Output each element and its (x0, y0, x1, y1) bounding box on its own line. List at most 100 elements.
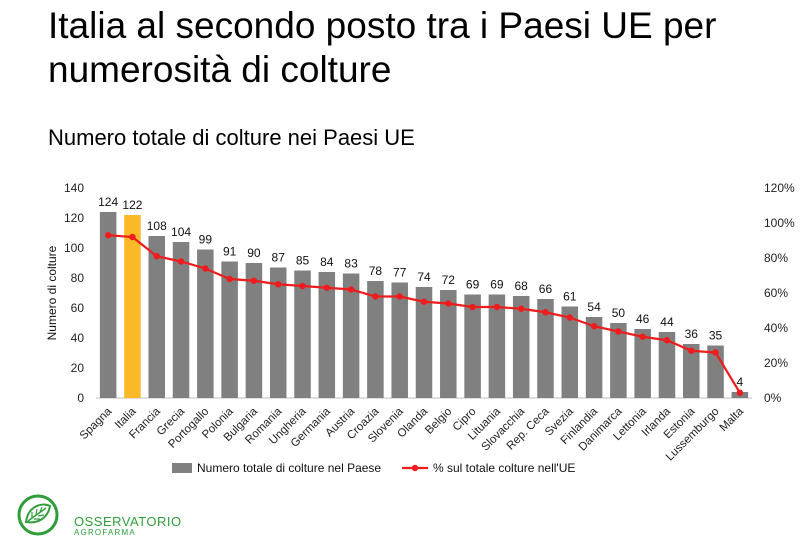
percentage-point (226, 275, 233, 283)
bar-value-label: 104 (171, 225, 191, 239)
bar-svezia (561, 306, 579, 398)
bar-value-label: 4 (737, 375, 744, 389)
x-tick-label: Belgio (423, 406, 454, 437)
percentage-point (688, 347, 695, 354)
bar-rep-ceca (537, 299, 554, 398)
legend-bar-swatch (172, 463, 192, 473)
percentage-point (396, 293, 403, 300)
percentage-point (566, 314, 573, 321)
percentage-point (275, 281, 282, 288)
percentage-point (615, 328, 622, 335)
slide-title: Italia al secondo posto tra i Paesi UE p… (48, 5, 717, 90)
y-tick-label: 120 (64, 211, 84, 225)
bar-value-label: 122 (122, 198, 142, 212)
y2-tick-label: 80% (764, 251, 788, 265)
osservatorio-logo: OSSERVATORIO AGROFARMA (16, 494, 216, 538)
y-tick-label: 40 (71, 331, 85, 345)
bar-lettonia (634, 329, 651, 398)
percentage-point (445, 300, 452, 307)
y2-tick-label: 0% (764, 391, 782, 405)
y2-tick-label: 120% (764, 181, 795, 195)
bar-danimarca (610, 323, 627, 398)
bar-belgio (440, 290, 457, 398)
bar-value-label: 54 (587, 300, 601, 314)
bar-value-label: 69 (466, 278, 480, 292)
logo-name: OSSERVATORIO (74, 514, 182, 529)
bar-francia (148, 236, 166, 398)
bar-olanda (415, 287, 433, 398)
percentage-point (250, 277, 258, 284)
bar-value-label: 68 (515, 279, 529, 293)
percentage-point (347, 286, 355, 293)
bar-value-label: 124 (98, 195, 118, 209)
percentage-point (712, 349, 719, 356)
bar-spagna (99, 212, 117, 398)
percentage-point (469, 303, 476, 311)
bar-slovacchia (512, 296, 530, 398)
legend-line-label: % sul totale colture nell'UE (433, 461, 575, 475)
y-tick-label: 140 (64, 181, 84, 195)
y-tick-label: 60 (71, 301, 85, 315)
bar-value-label: 61 (563, 290, 577, 304)
bar-value-label: 77 (393, 266, 407, 280)
percentage-point (299, 282, 306, 290)
bar-value-label: 69 (490, 278, 504, 292)
percentage-point (129, 233, 136, 241)
legend-line-marker (411, 464, 419, 472)
bar-value-label: 72 (442, 273, 456, 287)
bar-estonia (682, 344, 700, 398)
percentage-point (202, 265, 209, 272)
y2-tick-label: 60% (764, 286, 788, 300)
bar-romania (269, 267, 287, 398)
percentage-point (177, 258, 185, 265)
bar-value-label: 44 (660, 315, 674, 329)
bar-value-label: 99 (199, 233, 213, 247)
percentage-point (372, 293, 379, 300)
bar-value-label: 90 (247, 246, 261, 260)
y2-tick-label: 40% (764, 321, 788, 335)
percentage-point (736, 389, 744, 396)
combo-chart: 0 20 40 60 80 100 120 140 0% 20% 40% 60% 80% 100% 120%… (45, 181, 795, 475)
bar-value-label: 85 (296, 254, 310, 268)
bar-slovenia (391, 282, 408, 398)
bar-bulgaria (245, 263, 263, 398)
bar-irlanda (658, 332, 676, 398)
percentage-point (493, 303, 501, 311)
bar-value-label: 84 (320, 255, 334, 269)
bar-value-label: 50 (612, 306, 626, 320)
legend-bar-label: Numero totale di colture nel Paese (197, 461, 381, 475)
percentage-point (639, 333, 646, 340)
percentage-point (104, 232, 112, 239)
bar-value-label: 91 (223, 245, 237, 259)
percentage-point (542, 309, 549, 316)
bar-lituania (488, 294, 506, 398)
x-tick-label: Spagna (78, 405, 115, 442)
bar-germania (318, 272, 336, 398)
bar-croazia (367, 281, 384, 398)
bar-cipro (464, 294, 481, 398)
bar-value-label: 35 (709, 329, 723, 343)
percentage-point (323, 284, 331, 291)
y-tick-label: 100 (64, 241, 84, 255)
bar-value-label: 87 (272, 251, 286, 265)
percentage-point (590, 323, 598, 330)
percentage-point (420, 298, 428, 305)
leaf-logo-icon (17, 494, 59, 536)
y-tick-label: 80 (71, 271, 85, 285)
y-tick-label: 20 (71, 361, 85, 375)
bar-value-label: 78 (369, 264, 383, 278)
y-tick-label: 0 (77, 391, 84, 405)
y2-tick-label: 20% (764, 356, 788, 370)
bar-value-label: 108 (147, 219, 167, 233)
logo-subtitle: AGROFARMA (74, 528, 136, 537)
bar-italia (124, 215, 141, 398)
bar-value-label: 46 (636, 312, 650, 326)
percentage-point (153, 253, 160, 260)
bar-polonia (221, 261, 238, 398)
bar-value-label: 36 (685, 327, 699, 341)
chart-title: Numero totale di colture nei Paesi UE (48, 125, 415, 150)
bar-portogallo (197, 249, 214, 398)
percentage-point (517, 305, 525, 312)
y-axis-label: Numero di colture (45, 245, 59, 340)
bar-value-label: 83 (344, 257, 358, 271)
